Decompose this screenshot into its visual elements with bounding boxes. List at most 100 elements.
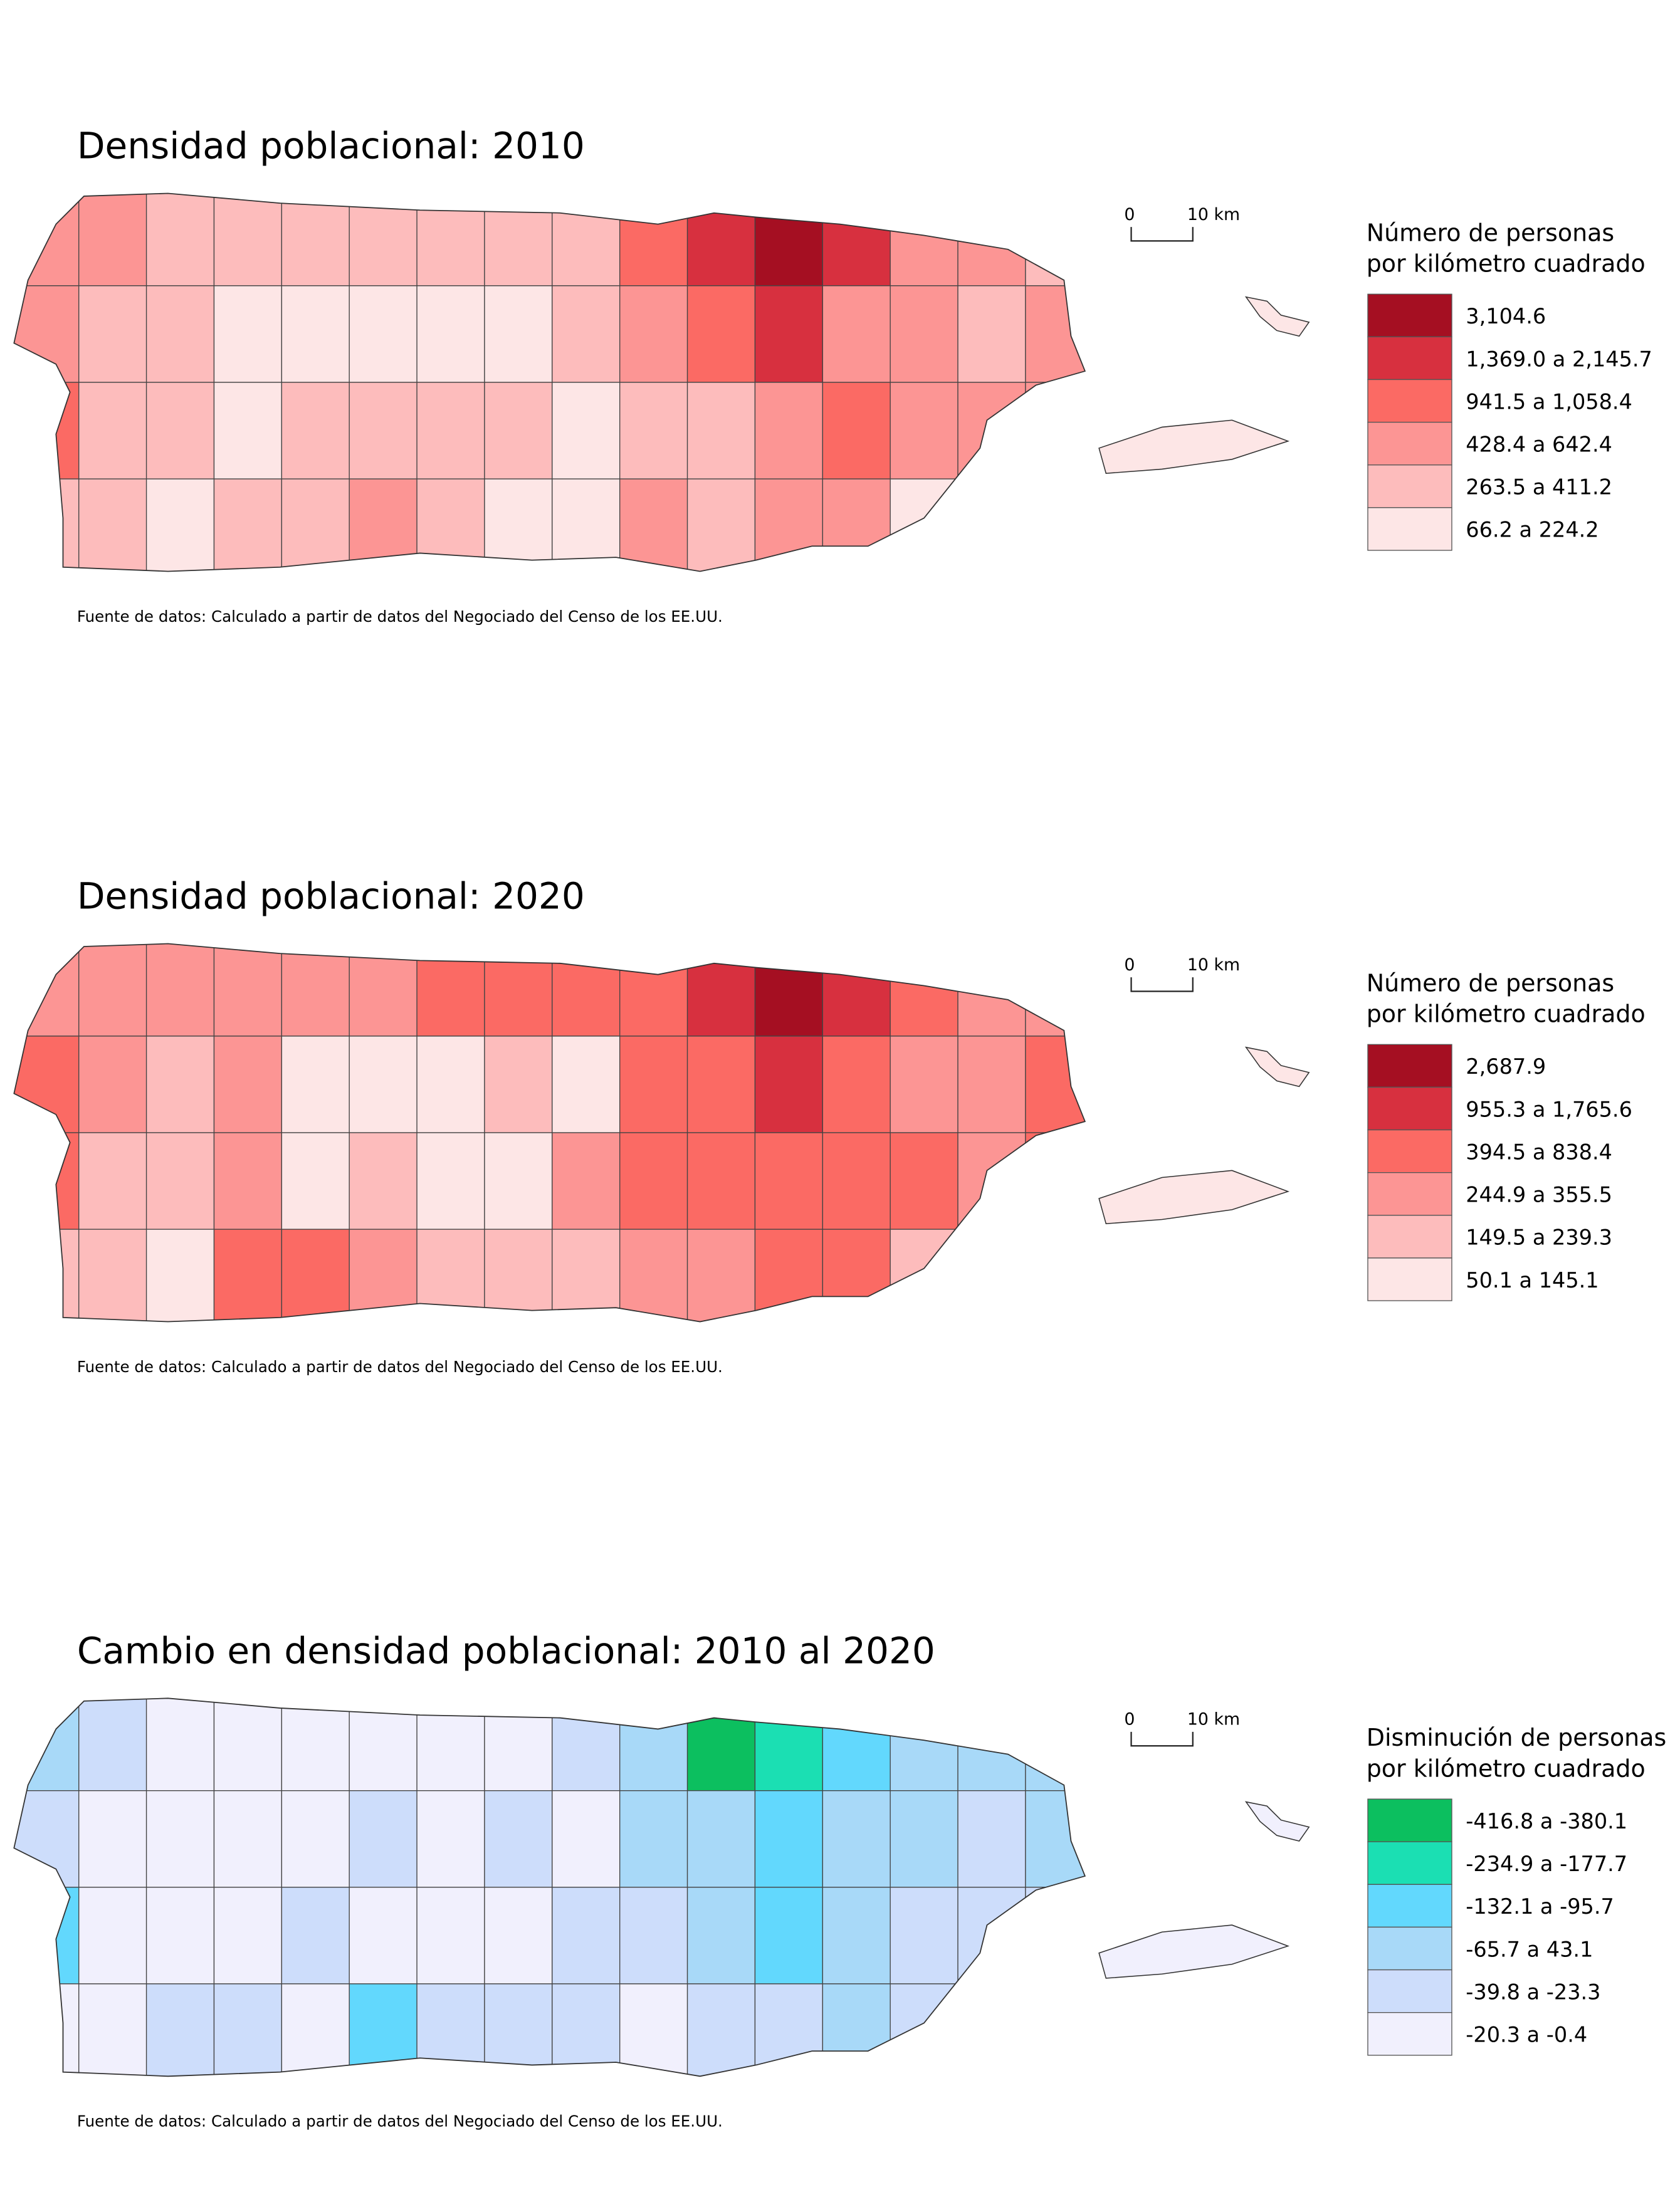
legend-title: por kilómetro cuadrado <box>1367 1000 1646 1028</box>
municipality <box>14 943 80 1037</box>
municipality <box>619 193 688 286</box>
municipality <box>78 1036 147 1133</box>
municipality <box>957 1132 1026 1230</box>
municipality <box>281 1698 350 1791</box>
municipality <box>78 193 147 286</box>
municipality <box>145 1790 215 1888</box>
municipality <box>552 943 621 1037</box>
municipality <box>686 478 756 572</box>
municipality <box>619 1983 688 2077</box>
culebra <box>1244 1046 1310 1088</box>
municipality <box>754 285 823 383</box>
legend-label: 955.3 a 1,765.6 <box>1466 1097 1632 1121</box>
municipality <box>822 1790 891 1888</box>
municipality <box>281 382 350 480</box>
legend-label: 3,104.6 <box>1466 304 1546 328</box>
scale-bar <box>1130 227 1194 242</box>
map-panel: Cambio en densidad poblacional: 2010 al … <box>13 1629 1667 2131</box>
municipality <box>78 285 147 383</box>
municipality <box>213 1036 283 1133</box>
municipality <box>619 382 688 480</box>
municipality <box>754 193 823 286</box>
municipality <box>754 1698 823 1791</box>
municipality <box>213 1698 283 1791</box>
municipality <box>552 1983 621 2077</box>
scale-label: 10 km <box>1187 1710 1240 1729</box>
legend-title: Disminución de personas <box>1367 1724 1667 1751</box>
municipality <box>890 285 958 383</box>
municipality <box>416 193 485 286</box>
municipality <box>213 478 283 572</box>
legend-label: 244.9 a 355.5 <box>1466 1183 1612 1207</box>
municipality <box>686 1698 756 1791</box>
culebra <box>1244 296 1310 337</box>
municipality <box>349 478 417 572</box>
legend-title: Número de personas <box>1367 969 1614 997</box>
municipality <box>281 1887 350 1985</box>
legend-label: 263.5 a 411.2 <box>1466 475 1612 500</box>
municipality <box>686 1229 756 1322</box>
municipality <box>145 1698 215 1791</box>
municipality <box>78 382 147 480</box>
municipality <box>213 1983 283 2077</box>
municipality <box>619 285 688 383</box>
municipality <box>349 193 417 286</box>
scale-bar <box>1130 977 1194 992</box>
municipality <box>145 1229 215 1322</box>
municipality <box>145 478 215 572</box>
municipality <box>281 193 350 286</box>
legend-label: 1,369.0 a 2,145.7 <box>1466 347 1652 371</box>
municipality <box>754 1036 823 1133</box>
municipality <box>14 478 80 572</box>
municipality <box>822 1036 891 1133</box>
municipality <box>552 285 621 383</box>
municipality <box>890 1132 958 1230</box>
municipality <box>281 1790 350 1888</box>
legend-swatch <box>1367 293 1452 338</box>
municipality <box>890 1983 958 2077</box>
municipality <box>416 1983 485 2077</box>
municipality <box>145 285 215 383</box>
municipality <box>213 382 283 480</box>
municipality <box>686 1036 756 1133</box>
source-note: Fuente de datos: Calculado a partir de d… <box>77 607 723 626</box>
municipality <box>686 943 756 1037</box>
municipality <box>552 1698 621 1791</box>
legend-swatch <box>1367 507 1452 551</box>
municipality <box>619 478 688 572</box>
municipality <box>145 943 215 1037</box>
scale-label: 0 <box>1124 955 1135 975</box>
municipality <box>957 1036 1026 1133</box>
municipality <box>1025 1887 1085 1985</box>
legend-label: 2,687.9 <box>1466 1054 1546 1079</box>
legend-title: por kilómetro cuadrado <box>1367 1754 1646 1782</box>
municipality <box>145 1887 215 1985</box>
map-title: Densidad poblacional: 2020 <box>77 875 585 918</box>
legend-swatch <box>1367 1086 1452 1131</box>
municipality <box>14 1983 80 2077</box>
municipality <box>957 1983 1026 2077</box>
municipality <box>349 1229 417 1322</box>
municipality <box>349 1132 417 1230</box>
legend-swatch <box>1367 1129 1452 1173</box>
municipality <box>14 1790 80 1888</box>
municipality <box>281 285 350 383</box>
culebra <box>1244 1801 1310 1842</box>
municipality <box>349 1036 417 1133</box>
municipality <box>416 1698 485 1791</box>
municipality <box>890 1887 958 1985</box>
map-title: Densidad poblacional: 2010 <box>77 125 585 167</box>
vieques <box>1098 419 1290 474</box>
island-map <box>14 1698 1085 2077</box>
legend-swatch <box>1367 1884 1452 1928</box>
municipality <box>78 1887 147 1985</box>
municipality <box>213 943 283 1037</box>
municipality <box>890 382 958 480</box>
municipality <box>145 1983 215 2077</box>
scale-bar <box>1130 1731 1194 1747</box>
municipality <box>754 1790 823 1888</box>
municipality <box>1025 1983 1085 2077</box>
legend-label: -39.8 a -23.3 <box>1466 1980 1600 2004</box>
